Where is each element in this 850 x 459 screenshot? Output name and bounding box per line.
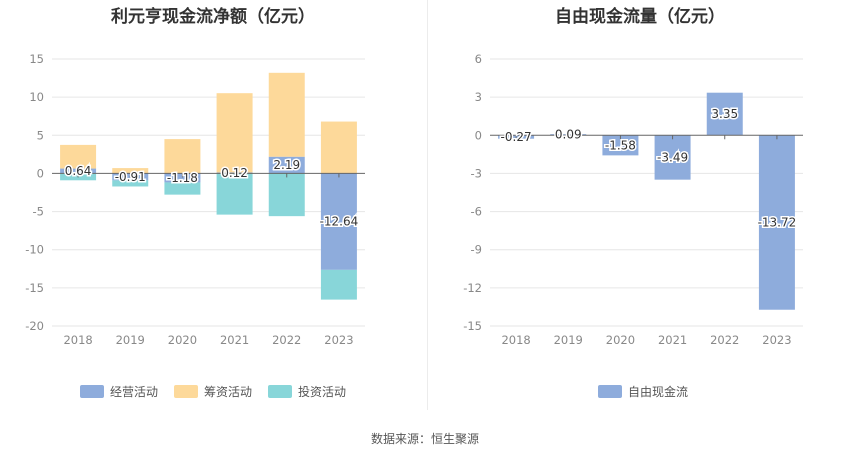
free-cashflow-y-tick-label: -9 xyxy=(471,243,482,257)
cashflow-net-bar xyxy=(164,139,201,174)
cashflow-net-y-tick-label: 0 xyxy=(37,166,44,180)
cashflow-net-y-tick-label: -15 xyxy=(25,281,44,295)
cashflow-net-y-tick-label: -10 xyxy=(25,243,44,257)
cashflow-net-x-tick-label: 2021 xyxy=(220,333,249,347)
legend-label: 投资活动 xyxy=(298,385,347,399)
cashflow-net-x-tick-label: 2022 xyxy=(272,333,301,347)
legend-swatch xyxy=(598,385,622,398)
free-cashflow-x-tick-label: 2021 xyxy=(658,333,687,347)
legend-item[interactable]: 自由现金流 xyxy=(598,383,688,400)
free-cashflow-y-tick-label: 0 xyxy=(475,128,482,142)
free-cashflow-y-tick-label: -3 xyxy=(471,166,482,180)
panel-divider xyxy=(427,0,428,410)
cashflow-net-bar xyxy=(320,121,357,174)
free-cashflow-x-tick-label: 2019 xyxy=(554,333,583,347)
free-cashflow-y-tick-label: -15 xyxy=(463,319,482,333)
free-cashflow-x-tick-label: 2022 xyxy=(710,333,739,347)
cashflow-net-y-tick-label: 15 xyxy=(29,52,44,66)
free-cashflow-y-tick-label: 3 xyxy=(475,90,482,104)
free-cashflow-data-label: -13.72 xyxy=(758,216,797,230)
legend-label: 筹资活动 xyxy=(204,385,253,399)
cashflow-net-bar xyxy=(216,93,253,173)
legend-item[interactable]: 经营活动 xyxy=(80,383,158,400)
free-cashflow-data-label: 0.09 xyxy=(555,128,582,142)
cashflow-net-bar xyxy=(60,144,97,169)
cashflow-net-data-label: -0.91 xyxy=(115,170,146,184)
legend-swatch xyxy=(174,385,199,398)
free-cashflow-data-label: -0.27 xyxy=(501,130,532,144)
cashflow-net-y-tick-label: -20 xyxy=(25,319,44,333)
free-cashflow-x-tick-label: 2023 xyxy=(762,333,791,347)
cashflow-net-bar xyxy=(268,156,305,174)
data-source-label: 数据来源：恒生聚源 xyxy=(370,432,479,446)
cashflow-net-y-tick-label: 5 xyxy=(37,128,44,142)
free-cashflow-x-tick-label: 2020 xyxy=(606,333,635,347)
legend-item[interactable]: 筹资活动 xyxy=(174,383,252,400)
cashflow-net-y-tick-label: 10 xyxy=(29,90,44,104)
cashflow-net-x-tick-label: 2019 xyxy=(116,333,145,347)
cashflow-net-x-tick-label: 2018 xyxy=(63,333,92,347)
cashflow-net-bar xyxy=(164,182,201,195)
cashflow-net-chart-title: 利元亨现金流净额（亿元） xyxy=(111,7,315,27)
free-cashflow-chart-title: 自由现金流量（亿元） xyxy=(555,7,725,27)
cashflow-net-y-tick-label: -5 xyxy=(33,205,44,219)
cashflow-net-legend: 经营活动 筹资活动 投资活动 xyxy=(80,383,362,400)
legend-label: 自由现金流 xyxy=(628,385,689,399)
free-cashflow-y-tick-label: -12 xyxy=(463,281,482,295)
cashflow-net-bar xyxy=(320,173,357,270)
cashflow-net-data-label: 0.64 xyxy=(65,164,92,178)
cashflow-net-bar xyxy=(268,173,305,217)
cashflow-net-x-tick-label: 2023 xyxy=(324,333,353,347)
cashflow-net-bar xyxy=(164,173,201,183)
free-cashflow-y-tick-label: 6 xyxy=(475,52,482,66)
cashflow-net-bar xyxy=(216,173,253,215)
cashflow-net-bar xyxy=(112,180,149,187)
cashflow-net-bar xyxy=(320,269,357,300)
free-cashflow-bar xyxy=(602,135,639,156)
cashflow-net-data-label: -12.64 xyxy=(320,215,359,229)
cashflow-net-data-label: 2.19 xyxy=(273,158,300,172)
free-cashflow-y-tick-label: -6 xyxy=(471,205,482,219)
free-cashflow-bar xyxy=(654,135,691,180)
cashflow-net-bar xyxy=(112,168,149,174)
free-cashflow-bar xyxy=(706,92,743,136)
cashflow-net-data-label: 0.12 xyxy=(221,166,248,180)
legend-swatch xyxy=(268,385,293,398)
free-cashflow-data-label: 3.35 xyxy=(711,107,738,121)
free-cashflow-x-tick-label: 2018 xyxy=(501,333,530,347)
cashflow-net-data-label: -1.18 xyxy=(167,171,198,185)
free-cashflow-data-label: -1.58 xyxy=(605,138,636,152)
legend-label: 经营活动 xyxy=(110,385,159,399)
legend-item[interactable]: 投资活动 xyxy=(268,383,346,400)
free-cashflow-bar xyxy=(550,134,587,136)
cashflow-net-bar xyxy=(60,168,97,174)
free-cashflow-bar xyxy=(758,135,795,310)
legend-swatch xyxy=(80,385,104,398)
free-cashflow-legend: 自由现金流 xyxy=(598,383,704,400)
free-cashflow-data-label: -3.49 xyxy=(657,150,688,164)
cashflow-net-bar xyxy=(268,72,305,157)
cashflow-net-x-tick-label: 2020 xyxy=(168,333,197,347)
